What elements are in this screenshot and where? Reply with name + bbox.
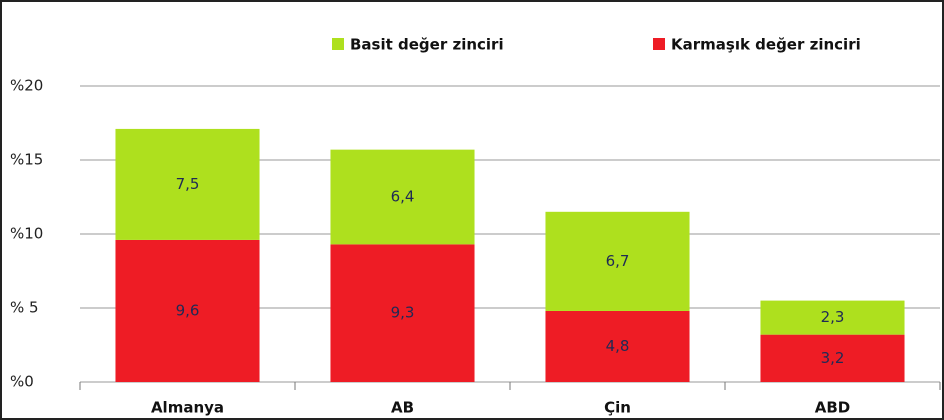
legend-swatch — [653, 38, 665, 50]
value-label: 7,5 — [176, 175, 200, 193]
bar-segment — [545, 310, 690, 382]
legend-label: Basit değer zinciri — [350, 36, 504, 54]
bar-segment — [760, 334, 905, 382]
legend-label: Karmaşık değer zinciri — [671, 36, 861, 54]
value-label: 6,7 — [606, 252, 630, 270]
x-tick-label: Çin — [604, 399, 631, 417]
x-tick-label: AB — [391, 399, 414, 417]
y-tick-label: %0 — [10, 373, 34, 391]
bar-segment — [330, 244, 475, 382]
bar-segment — [760, 300, 905, 335]
bar-segment — [545, 211, 690, 311]
bar-segment — [115, 239, 260, 382]
bar-segment — [330, 149, 475, 245]
value-label: 6,4 — [391, 188, 415, 206]
value-label: 3,2 — [821, 349, 845, 367]
value-label: 2,3 — [821, 308, 845, 326]
value-label: 9,3 — [391, 304, 415, 322]
value-label: 4,8 — [606, 337, 630, 355]
y-tick-label: %15 — [10, 151, 43, 169]
legend-swatch — [332, 38, 344, 50]
y-tick-label: %20 — [10, 77, 43, 95]
y-tick-label: % 5 — [10, 299, 39, 317]
x-tick-label: Almanya — [151, 399, 224, 417]
x-tick-label: ABD — [815, 399, 851, 417]
y-tick-label: %10 — [10, 225, 43, 243]
value-label: 9,6 — [176, 301, 200, 319]
bar-segment — [115, 128, 260, 240]
